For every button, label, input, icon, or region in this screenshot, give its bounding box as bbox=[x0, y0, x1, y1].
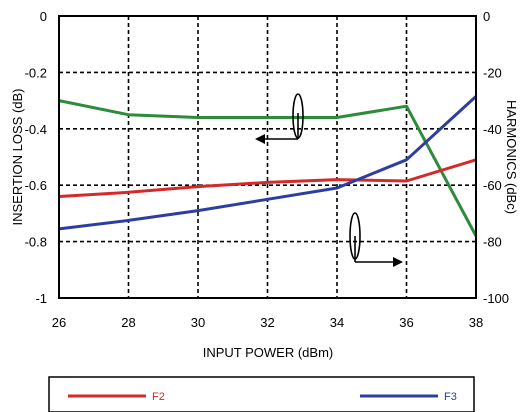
annotation-right-axis-arrow bbox=[349, 212, 403, 267]
x-tick-label: 30 bbox=[191, 315, 205, 330]
x-tick-label: 38 bbox=[469, 315, 483, 330]
y-left-tick-label: -0.2 bbox=[25, 65, 47, 80]
series-layer bbox=[58, 95, 478, 237]
y-left-tick-label: -0.8 bbox=[25, 235, 47, 250]
legend-label-f2: F2 bbox=[152, 391, 165, 403]
x-tick-label: 32 bbox=[260, 315, 274, 330]
y-left-axis-title: INSERTION LOSS (dB) bbox=[10, 88, 25, 225]
series-green-line bbox=[58, 99, 478, 237]
y-left-tick-label: -1 bbox=[35, 291, 47, 306]
y-right-tick-label: 0 bbox=[483, 9, 490, 24]
plot-frame bbox=[58, 15, 477, 299]
x-tick-label: 34 bbox=[330, 315, 344, 330]
y-left-tick-label: -0.6 bbox=[25, 178, 47, 193]
y-right-tick-label: -80 bbox=[483, 235, 502, 250]
x-tick-label: 26 bbox=[52, 315, 66, 330]
y-left-tick-label: -0.4 bbox=[25, 122, 47, 137]
annotation-left-axis-arrow bbox=[255, 93, 304, 144]
series-f3-line bbox=[58, 95, 478, 231]
y-left-tick-label: 0 bbox=[40, 9, 47, 24]
y-right-axis-title: HARMONICS (dBc) bbox=[504, 100, 519, 214]
y-right-tick-label: -100 bbox=[483, 291, 509, 306]
y-right-tick-label: -60 bbox=[483, 178, 502, 193]
y-right-tick-label: -20 bbox=[483, 65, 502, 80]
x-tick-label: 28 bbox=[121, 315, 135, 330]
x-tick-label: 36 bbox=[399, 315, 413, 330]
grid bbox=[59, 16, 476, 298]
y-right-tick-label: -40 bbox=[483, 122, 502, 137]
ticks-layer: 26 28 30 32 34 36 38 0 -0.2 -0.4 -0.6 -0.8 -1 0 -20 -40… bbox=[25, 9, 509, 330]
legend-label-f3: F3 bbox=[444, 391, 457, 403]
x-axis-title: INPUT POWER (dBm) bbox=[203, 345, 334, 360]
legend: F2 F3 bbox=[48, 376, 475, 412]
series-f2-line bbox=[58, 158, 477, 198]
